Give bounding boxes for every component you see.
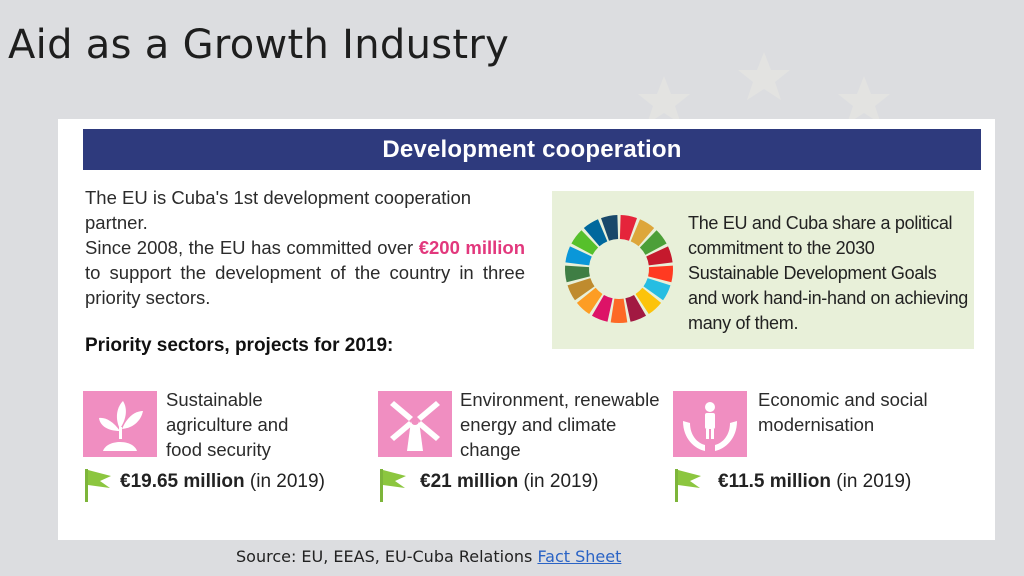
commitment-amount: €200 million xyxy=(418,237,525,258)
flag-icon xyxy=(675,469,701,502)
sdg-wheel-segment xyxy=(639,230,667,255)
intro-text: The EU is Cuba's 1st development coopera… xyxy=(85,185,525,310)
intro-line-1: The EU is Cuba's 1st development coopera… xyxy=(85,187,472,233)
amount-value: €21 million xyxy=(420,471,519,492)
infographic-panel: Development cooperation The EU is Cuba's… xyxy=(58,119,995,540)
intro-commitment-text: Since 2008, the EU has committed over xyxy=(85,237,414,258)
sdg-text: The EU and Cuba share a political commit… xyxy=(688,213,968,333)
sdg-wheel-segment xyxy=(646,246,673,266)
amount-value: €11.5 million xyxy=(718,471,831,492)
sdg-wheel-segment xyxy=(610,298,628,323)
intro-line-2: Since 2008, the EU has committed over €2… xyxy=(85,235,525,310)
sdg-wheel-segment xyxy=(635,287,662,315)
sdg-wheel-segment xyxy=(630,219,655,247)
sector-label: Environment, renewable energy and climat… xyxy=(460,389,660,460)
hands-person-icon xyxy=(673,391,747,457)
sdg-wheel-segment xyxy=(591,294,613,322)
sdg-wheel-segment xyxy=(567,278,595,301)
intro-sectors-text: to support the development of the countr… xyxy=(85,262,525,308)
plant-icon xyxy=(83,391,157,457)
sdg-wheel-segment xyxy=(583,219,608,247)
sdg-box: The EU and Cuba share a political commit… xyxy=(552,191,974,349)
amount-value: €19.65 million xyxy=(120,471,245,492)
sector-amount: €19.65 million (in 2019) xyxy=(120,471,325,493)
sdg-wheel-segment xyxy=(601,215,619,241)
sdg-wheel-segment xyxy=(619,215,637,241)
flag-icon xyxy=(380,469,406,502)
sector-amount: €21 million (in 2019) xyxy=(420,471,598,493)
sdg-wheel-segment xyxy=(625,294,647,322)
amount-year: (in 2019) xyxy=(836,471,912,492)
amount-year: (in 2019) xyxy=(249,471,325,492)
sdg-wheel-segment xyxy=(571,230,599,255)
fact-sheet-link[interactable]: Fact Sheet xyxy=(537,547,622,566)
flag-icon xyxy=(85,469,111,502)
priority-sectors-heading: Priority sectors, projects for 2019: xyxy=(85,335,394,356)
section-banner: Development cooperation xyxy=(83,129,981,170)
amount-year: (in 2019) xyxy=(523,471,599,492)
slide-title: Aid as a Growth Industry xyxy=(8,22,510,68)
sdg-wheel-icon xyxy=(565,215,673,323)
source-text: Source: EU, EEAS, EU-Cuba Relations xyxy=(236,547,533,566)
source-note: Source: EU, EEAS, EU-Cuba Relations Fact… xyxy=(236,547,621,566)
sdg-wheel-segment xyxy=(643,278,671,301)
sdg-wheel-segment xyxy=(576,287,603,315)
windmill-icon xyxy=(378,391,452,457)
sector-label: Sustainable agriculture and food securit… xyxy=(166,389,289,460)
sdg-wheel-segment xyxy=(565,246,592,266)
sdg-wheel-segment xyxy=(565,265,590,283)
sdg-wheel-segment xyxy=(648,265,673,283)
sector-amount: €11.5 million (in 2019) xyxy=(718,471,911,493)
sector-label: Economic and social modernisation xyxy=(758,389,928,435)
